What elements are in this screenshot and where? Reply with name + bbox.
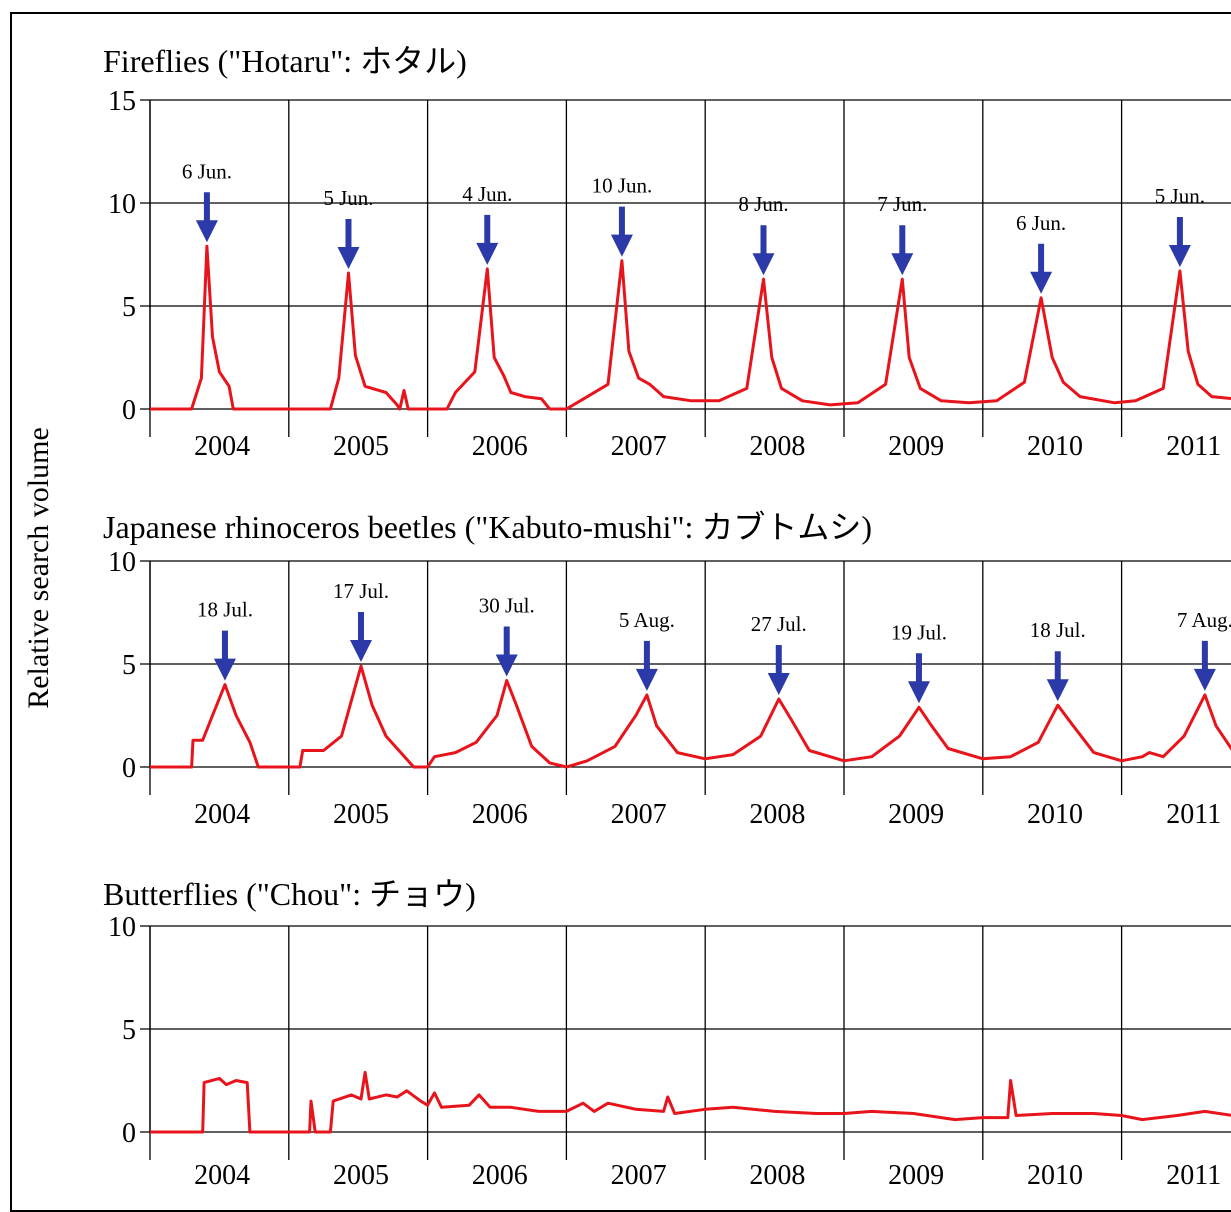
series-line [150,244,1231,411]
peak-arrow [767,645,790,696]
peak-date-label: 19 Jul. [891,620,947,644]
peak-date-label: 6 Jun. [182,159,232,183]
x-tick-label: 2008 [749,1160,805,1186]
peak-arrow [907,653,930,704]
x-tick-label: 2007 [611,431,667,462]
y-tick-label: 10 [108,912,136,943]
x-tick-label: 2009 [888,799,944,830]
y-tick-label: 0 [122,395,136,426]
peak-arrow [1168,216,1191,267]
peak-date-label: 7 Jun. [877,192,927,216]
x-tick-label: 2011 [1166,1160,1221,1186]
peak-arrow [476,214,499,265]
y-tick-label: 5 [122,650,136,681]
panel-title: Fireflies ("Hotaru": ホタル) [103,43,467,79]
peak-date-label: 18 Jul. [197,598,253,622]
peak-arrow [610,206,633,257]
x-tick-label: 2010 [1027,799,1083,830]
x-tick-label: 2011 [1166,799,1221,830]
peak-date-label: 17 Jul. [333,579,389,603]
x-tick-label: 2004 [194,799,250,830]
y-tick-label: 10 [108,547,136,578]
peak-date-label: 8 Jun. [738,192,788,216]
x-tick-label: 2006 [472,799,528,830]
x-tick-label: 2009 [888,431,944,462]
chart-panel-3: Butterflies ("Chou": チョウ) 0 5 10 2004 2005 200… [103,876,1231,1186]
peak-arrow [635,640,658,691]
panel-title: Japanese rhinoceros beetles ("Kabuto-mus… [103,509,872,545]
y-tick-label: 15 [108,86,136,117]
peak-arrow [752,225,775,276]
x-tick-label: 2008 [749,431,805,462]
x-tick-label: 2007 [611,1160,667,1186]
series-line [150,664,1231,769]
x-tick-label: 2010 [1027,431,1083,462]
x-tick-label: 2004 [194,431,250,462]
x-tick-label: 2008 [749,799,805,830]
y-axis-label: Relative search volume [22,427,55,709]
x-tick-label: 2009 [888,1160,944,1186]
x-tick-label: 2005 [333,799,389,830]
peak-date-label: 5 Aug. [619,608,675,632]
x-tick-label: 2006 [472,1160,528,1186]
x-tick-label: 2006 [472,431,528,462]
peak-arrow [891,225,914,276]
chart-figure: Relative search volume Fireflies ("Hotar… [22,43,1231,1186]
y-tick-label: 0 [122,753,136,784]
peak-date-label: 7 Aug. [1177,608,1231,632]
x-tick-label: 2011 [1166,431,1221,462]
peak-arrow [1046,651,1069,702]
x-tick-label: 2010 [1027,1160,1083,1186]
peak-date-label: 5 Jun. [323,186,373,210]
series-line [150,1070,1231,1134]
chart-panel-2: Japanese rhinoceros beetles ("Kabuto-mus… [103,509,1231,830]
panel-title: Butterflies ("Chou": チョウ) [103,876,476,912]
peak-arrow [349,612,372,663]
peak-arrow [213,630,236,681]
peak-arrow [337,219,360,270]
y-tick-label: 10 [108,189,136,220]
peak-date-label: 6 Jun. [1016,211,1066,235]
x-tick-label: 2004 [194,1160,250,1186]
x-tick-label: 2005 [333,1160,389,1186]
peak-arrow [195,192,218,243]
peak-date-label: 18 Jul. [1030,618,1086,642]
chart-panel-1: Fireflies ("Hotaru": ホタル) 0 5 10 15 2004 2005 2… [103,43,1231,462]
x-tick-label: 2007 [611,799,667,830]
y-tick-label: 0 [122,1118,136,1149]
peak-arrow [1193,640,1216,691]
peak-arrow [495,626,518,677]
peak-date-label: 10 Jun. [592,174,653,198]
y-tick-label: 5 [122,292,136,323]
peak-arrow [1030,243,1053,294]
y-tick-label: 5 [122,1015,136,1046]
x-tick-label: 2005 [333,431,389,462]
peak-date-label: 27 Jul. [751,612,807,636]
peak-date-label: 5 Jun. [1155,184,1205,208]
peak-date-label: 4 Jun. [462,182,512,206]
peak-date-label: 30 Jul. [479,593,535,617]
